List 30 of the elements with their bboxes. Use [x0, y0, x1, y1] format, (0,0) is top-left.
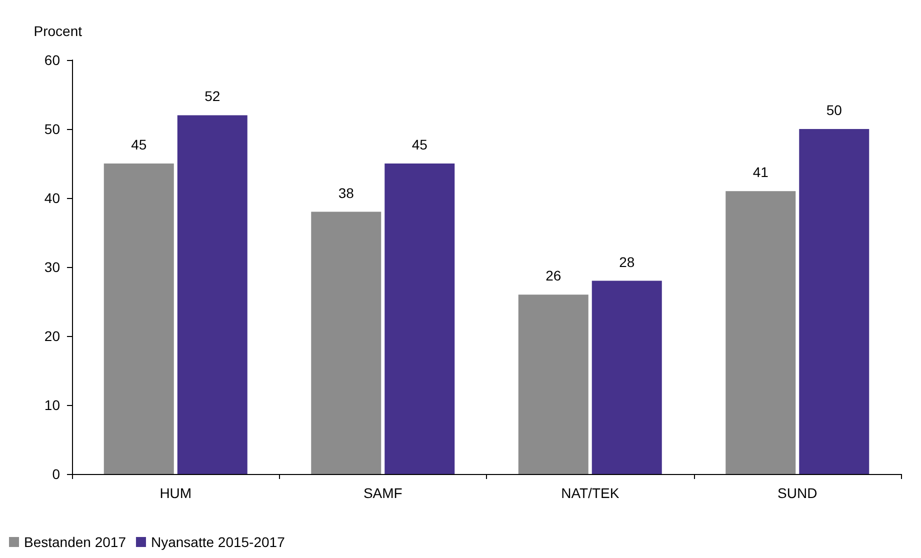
bar [518, 294, 588, 474]
y-axis-title: Procent [34, 23, 82, 39]
y-tick-label: 10 [44, 397, 60, 413]
y-tick-label: 50 [44, 121, 60, 137]
data-label: 52 [204, 88, 220, 104]
x-tick-label: HUM [160, 485, 192, 501]
bar [384, 164, 455, 474]
y-tick-label: 30 [44, 259, 60, 275]
data-label: 28 [619, 254, 635, 270]
bar [104, 164, 174, 474]
bar [177, 115, 248, 474]
y-tick-label: 60 [44, 52, 60, 68]
x-tick-label: SAMF [363, 485, 402, 501]
y-tick-label: 40 [44, 190, 60, 206]
x-tick-label: SUND [778, 485, 818, 501]
data-label: 45 [412, 136, 428, 152]
data-label: 26 [546, 268, 562, 284]
data-label: 45 [131, 136, 147, 152]
data-label: 50 [826, 102, 842, 118]
data-label: 38 [338, 184, 354, 201]
legend-label: Nyansatte 2015-2017 [150, 534, 286, 550]
legend-label: Bestanden 2017 [24, 534, 126, 550]
bar [726, 191, 796, 474]
bar [592, 280, 662, 474]
bar [799, 129, 870, 474]
data-label: 41 [752, 164, 769, 180]
y-tick-label: 20 [44, 328, 60, 344]
bar [311, 212, 382, 474]
x-tick-label: NAT/TEK [561, 485, 620, 501]
y-tick-label: 0 [52, 466, 60, 482]
